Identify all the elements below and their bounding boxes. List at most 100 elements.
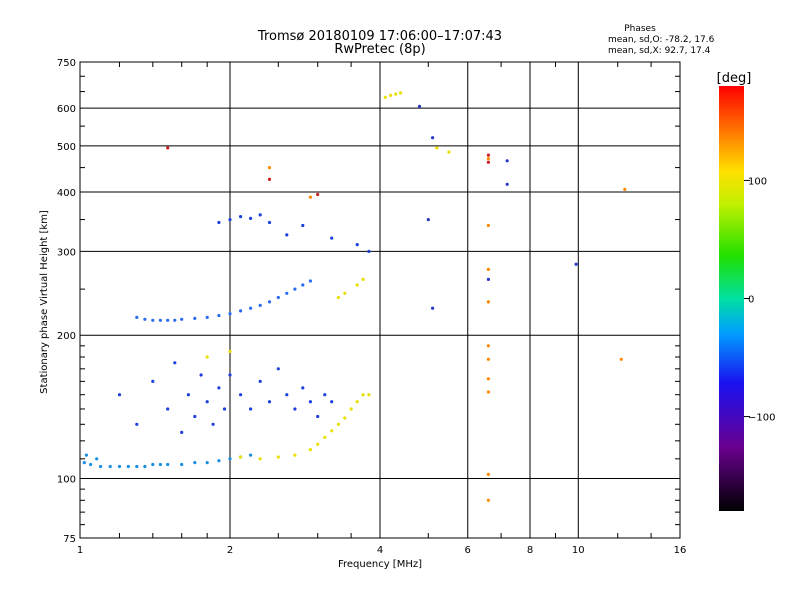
data-point bbox=[135, 422, 139, 426]
data-point bbox=[293, 453, 297, 457]
data-point bbox=[82, 461, 86, 465]
colorbar-ticks: 100 0 −100 bbox=[744, 176, 775, 424]
data-point bbox=[258, 303, 262, 307]
data-point bbox=[89, 462, 93, 467]
data-point bbox=[361, 393, 365, 397]
data-point bbox=[623, 187, 627, 191]
data-point bbox=[486, 267, 490, 271]
data-point bbox=[285, 233, 289, 237]
data-point bbox=[285, 291, 289, 295]
data-point bbox=[228, 312, 232, 316]
data-point bbox=[135, 315, 139, 319]
y-tick-label: 500 bbox=[57, 142, 76, 153]
data-point bbox=[180, 317, 184, 321]
data-point bbox=[308, 279, 312, 283]
data-point bbox=[486, 344, 490, 348]
data-point bbox=[293, 407, 297, 411]
data-point bbox=[330, 400, 334, 404]
data-point bbox=[180, 430, 184, 434]
y-tick-label: 600 bbox=[57, 104, 76, 115]
data-point bbox=[293, 287, 297, 291]
data-point bbox=[574, 262, 578, 266]
y-tick-label: 75 bbox=[63, 534, 76, 545]
data-point bbox=[173, 361, 177, 365]
x-tick-label: 4 bbox=[377, 545, 383, 556]
colorbar-tick-label: −100 bbox=[748, 413, 775, 424]
data-point bbox=[239, 455, 243, 459]
data-point bbox=[143, 317, 147, 321]
data-point bbox=[249, 407, 253, 411]
data-point bbox=[143, 464, 147, 469]
data-point bbox=[336, 295, 340, 300]
data-point bbox=[505, 182, 509, 186]
data-point bbox=[276, 295, 280, 300]
data-point bbox=[186, 393, 190, 397]
data-point bbox=[426, 218, 430, 222]
data-point bbox=[205, 400, 209, 404]
data-point bbox=[205, 315, 209, 319]
data-point bbox=[486, 498, 490, 502]
legend-line-x: mean, sd,X: 92.7, 17.4 bbox=[608, 46, 711, 56]
data-point bbox=[486, 277, 490, 281]
data-point bbox=[505, 159, 509, 163]
y-tick-label: 750 bbox=[57, 58, 76, 69]
data-point bbox=[486, 160, 490, 164]
plot-frame bbox=[79, 61, 681, 539]
y-tick-label: 300 bbox=[57, 247, 76, 258]
data-point bbox=[367, 393, 371, 397]
colorbar-tick-label: 0 bbox=[748, 295, 754, 306]
data-point bbox=[486, 157, 490, 161]
data-point bbox=[367, 249, 371, 253]
data-point bbox=[308, 400, 312, 404]
y-axis-label: Stationary phase Virtual Height [km] bbox=[39, 210, 50, 394]
data-point bbox=[211, 422, 215, 426]
data-point bbox=[117, 393, 122, 397]
x-tick-labels: 1 2 4 6 8 10 16 bbox=[77, 545, 687, 556]
data-point bbox=[276, 455, 280, 459]
data-point bbox=[330, 429, 334, 433]
data-point bbox=[217, 386, 221, 390]
data-point bbox=[486, 357, 490, 361]
data-point bbox=[151, 318, 155, 322]
data-point bbox=[417, 104, 422, 108]
data-point bbox=[193, 414, 197, 419]
data-point bbox=[258, 457, 262, 461]
data-point bbox=[301, 386, 305, 390]
data-point bbox=[249, 453, 253, 457]
data-point bbox=[135, 464, 139, 469]
y-tick-label: 400 bbox=[57, 188, 76, 199]
legend-title: Phases bbox=[624, 24, 656, 34]
data-point bbox=[158, 462, 162, 467]
data-point bbox=[431, 136, 435, 140]
chart-title: Tromsø 20180109 17:06:00–17:07:43 bbox=[257, 29, 502, 44]
data-point bbox=[199, 373, 203, 377]
x-tick-label: 2 bbox=[227, 545, 233, 556]
data-point bbox=[316, 414, 320, 419]
data-point bbox=[108, 464, 112, 469]
data-point bbox=[239, 309, 243, 313]
data-point bbox=[435, 146, 439, 150]
x-tick-label: 10 bbox=[572, 545, 585, 556]
y-tick-label: 200 bbox=[57, 331, 76, 342]
data-point bbox=[486, 472, 490, 476]
data-point bbox=[217, 220, 221, 225]
data-point bbox=[343, 291, 347, 295]
data-point bbox=[166, 462, 170, 467]
data-point bbox=[217, 459, 221, 463]
data-point bbox=[447, 150, 451, 154]
data-point bbox=[285, 393, 289, 397]
data-point bbox=[343, 416, 347, 420]
y-tick-labels: 75 100 200 300 400 500 600 750 bbox=[57, 58, 76, 545]
data-point bbox=[258, 379, 262, 383]
data-point bbox=[336, 422, 340, 426]
data-point bbox=[158, 318, 162, 322]
data-point bbox=[431, 306, 435, 310]
data-point bbox=[205, 355, 209, 359]
data-point bbox=[267, 177, 272, 181]
data-point bbox=[95, 457, 99, 461]
data-point bbox=[267, 400, 272, 404]
data-point bbox=[84, 453, 88, 457]
data-point bbox=[276, 367, 280, 371]
data-point bbox=[355, 283, 359, 287]
